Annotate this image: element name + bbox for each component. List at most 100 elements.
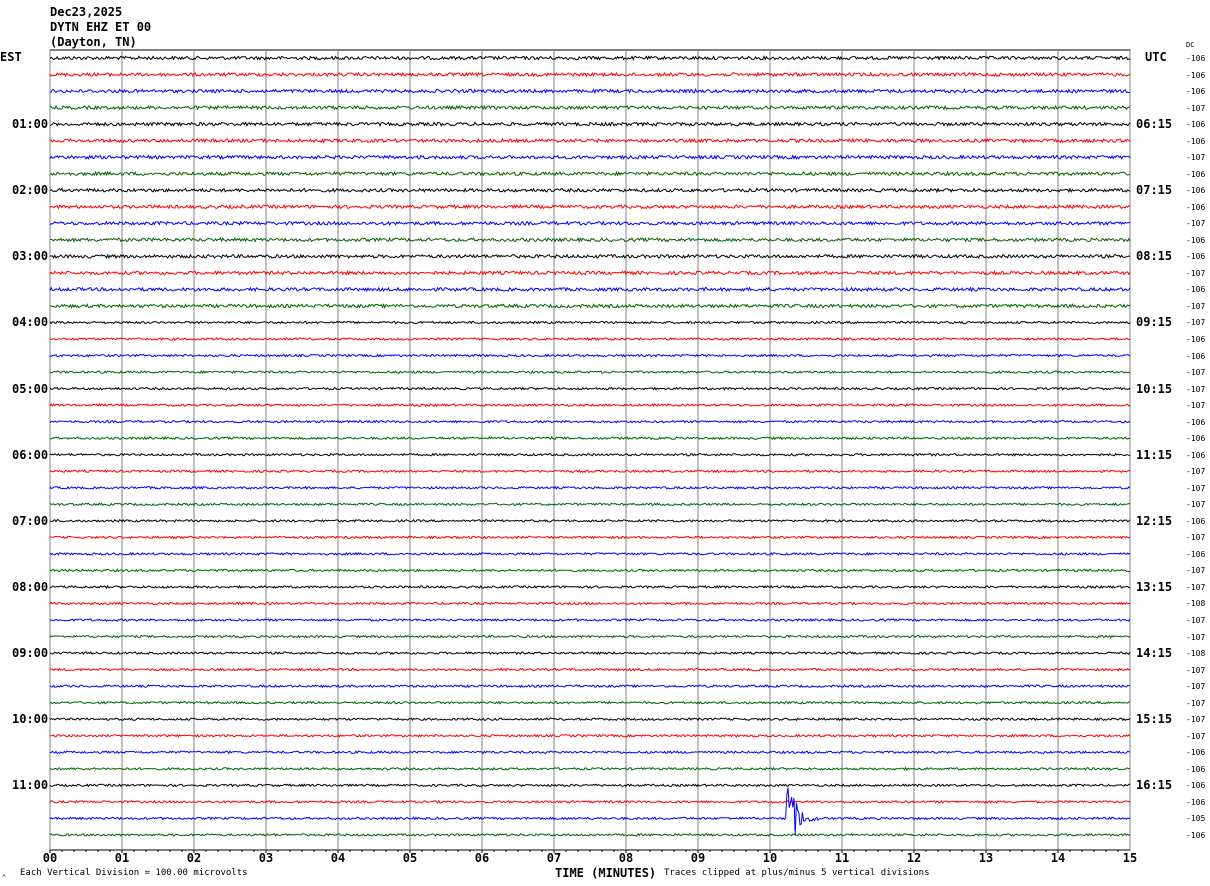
dc-offset-label: -106 <box>1186 235 1206 245</box>
x-tick-label: 09 <box>691 851 705 865</box>
date-label: Dec23,2025 <box>50 5 123 19</box>
dc-offset-label: -108 <box>1186 599 1206 609</box>
dc-offset-label: -106 <box>1186 417 1206 427</box>
trace-row-3 <box>49 104 1131 111</box>
trace-row-4 <box>49 121 1131 128</box>
trace-row-44 <box>49 783 1131 788</box>
trace-row-20 <box>49 386 1131 391</box>
x-tick-label: 03 <box>259 851 273 865</box>
dc-offset-label: -107 <box>1186 682 1206 692</box>
x-tick-label: 15 <box>1123 851 1137 865</box>
est-hour-label: 04:00 <box>12 315 49 330</box>
dc-offset-label: -106 <box>1186 830 1206 840</box>
trace-row-12 <box>49 253 1131 260</box>
x-tick-label: 11 <box>835 851 849 865</box>
x-axis-title: TIME (MINUTES) <box>555 866 657 880</box>
trace-row-13 <box>49 269 1131 276</box>
x-tick-label: 13 <box>979 851 993 865</box>
utc-hour-label: 08:15 <box>1136 249 1173 264</box>
dc-offset-label: -107 <box>1186 533 1206 543</box>
trace-row-19 <box>49 369 1131 375</box>
trace-row-36 <box>49 650 1131 656</box>
dc-offset-label: -107 <box>1186 301 1206 311</box>
est-hour-label: 02:00 <box>12 183 49 198</box>
trace-row-18 <box>49 353 1131 358</box>
utc-hour-label: 06:15 <box>1136 117 1173 132</box>
trace-row-21 <box>49 403 1131 408</box>
dc-offset-label: -106 <box>1186 202 1206 212</box>
trace-row-30 <box>49 551 1131 556</box>
dc-offset-label: -106 <box>1186 748 1206 758</box>
trace-row-47 <box>49 833 1131 837</box>
plot-frame <box>49 49 1131 851</box>
utc-hour-label: 16:15 <box>1136 778 1173 793</box>
trace-row-29 <box>49 535 1131 540</box>
dc-offset-label: -106 <box>1186 450 1206 460</box>
x-tick-label: 00 <box>43 851 57 865</box>
trace-row-10 <box>49 220 1131 227</box>
trace-row-9 <box>49 203 1131 210</box>
dc-offset-label: -107 <box>1186 401 1206 411</box>
dc-offset-label: -107 <box>1186 500 1206 510</box>
trace-row-7 <box>49 170 1131 177</box>
est-hour-label: 05:00 <box>12 381 49 396</box>
dc-offset-label: -107 <box>1186 483 1206 493</box>
station-label: DYTN EHZ ET 00 <box>50 20 152 34</box>
trace-row-1 <box>49 71 1131 78</box>
trace-row-17 <box>49 337 1131 342</box>
trace-row-40 <box>49 717 1131 722</box>
x-tick-label: 02 <box>187 851 201 865</box>
dc-offset-label: -108 <box>1186 649 1206 659</box>
utc-hour-label: 14:15 <box>1136 646 1173 661</box>
trace-row-22 <box>49 419 1131 424</box>
dc-offset-label: -106 <box>1186 54 1206 63</box>
utc-hour-label: 07:15 <box>1136 183 1173 198</box>
trace-row-38 <box>49 684 1131 689</box>
est-hour-label: 07:00 <box>12 513 49 528</box>
utc-hour-label: 09:15 <box>1136 315 1173 330</box>
utc-hour-label: 10:15 <box>1136 381 1173 396</box>
trace-row-2 <box>49 88 1131 95</box>
trace-row-23 <box>49 436 1131 441</box>
est-hour-label: 01:00 <box>12 117 49 132</box>
trace-row-28 <box>49 518 1131 523</box>
dc-offset-label: -107 <box>1186 368 1206 378</box>
dc-offset-label: -105 <box>1186 814 1206 824</box>
dc-offset-label: -106 <box>1186 797 1206 807</box>
dc-offset-label: -106 <box>1186 516 1206 526</box>
trace-row-37 <box>49 667 1131 672</box>
dc-offset-label: -107 <box>1186 632 1206 642</box>
dc-offset-label: -106 <box>1186 87 1206 97</box>
scale-note: Each Vertical Division = 100.00 microvol… <box>20 868 248 878</box>
est-hour-label: 08:00 <box>12 579 49 594</box>
x-tick-label: 06 <box>475 851 489 865</box>
dc-offset-label: -106 <box>1186 335 1206 344</box>
utc-hour-label: 11:15 <box>1136 447 1173 462</box>
trace-row-45 <box>49 799 1131 804</box>
trace-row-5 <box>49 137 1131 144</box>
dc-offset-label: -106 <box>1186 549 1206 559</box>
trace-row-46 <box>49 787 1131 836</box>
utc-hour-label: 12:15 <box>1136 513 1173 528</box>
est-hour-label: 11:00 <box>12 778 49 793</box>
trace-row-6 <box>49 154 1131 161</box>
trace-row-42 <box>49 750 1131 755</box>
dc-offset-label: -106 <box>1186 120 1206 130</box>
utc-label: UTC <box>1145 50 1167 64</box>
utc-hour-label: 15:15 <box>1136 712 1173 727</box>
dc-offset-label: -107 <box>1186 103 1206 113</box>
dc-offset-label: -107 <box>1186 715 1206 725</box>
est-hour-label: 09:00 <box>12 646 49 661</box>
trace-row-39 <box>49 700 1131 705</box>
dc-offset-label: -107 <box>1186 665 1206 675</box>
dc-offset-label: -107 <box>1186 698 1206 708</box>
trace-row-8 <box>49 187 1131 194</box>
dc-offset-label: -107 <box>1186 268 1206 278</box>
est-hour-label: 06:00 <box>12 447 49 462</box>
trace-row-41 <box>49 733 1131 738</box>
dc-offset-label: -107 <box>1186 731 1206 741</box>
trace-row-25 <box>49 469 1131 474</box>
trace-row-35 <box>49 634 1131 639</box>
dc-offset-label: -107 <box>1186 153 1206 163</box>
dc-offset-label: -107 <box>1186 384 1206 394</box>
